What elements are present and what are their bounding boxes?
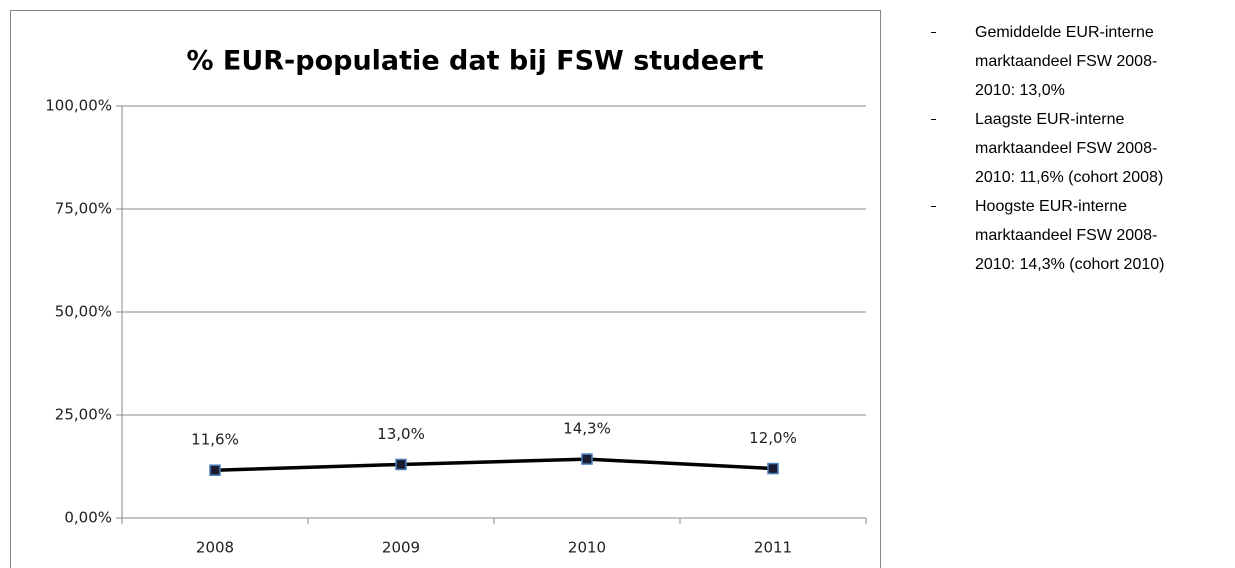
note-text: Gemiddelde EUR-interne marktaandeel FSW … [975,24,1158,99]
bullet-dash [931,119,936,120]
x-tick-label: 2010 [568,539,606,557]
bullet-dash [931,32,936,33]
chart-title: % EUR-populatie dat bij FSW studeert [186,46,763,77]
data-line [214,457,774,472]
y-tick-label: 75,00% [55,200,112,218]
data-label: 11,6% [191,431,239,449]
data-marker [395,458,407,471]
y-tick-label: 0,00% [64,509,112,527]
x-tick-label: 2009 [382,539,420,557]
data-label: 14,3% [563,420,611,438]
y-tick-label: 50,00% [55,303,112,321]
note: Gemiddelde EUR-interne marktaandeel FSW … [925,18,1187,105]
y-tick-label: 25,00% [55,406,112,424]
bullet-dash [931,206,936,207]
data-marker [581,453,593,465]
note-text: Hoogste EUR-interne marktaandeel FSW 200… [975,198,1165,273]
data-marker [767,462,779,475]
data-label: 13,0% [377,425,425,443]
note-text: Laagste EUR-interne marktaandeel FSW 200… [975,111,1164,186]
chart-border [10,10,881,568]
chart: % EUR-populatie dat bij FSW studeert 0,0… [10,10,881,568]
note: Hoogste EUR-interne marktaandeel FSW 200… [925,192,1187,279]
x-tick-label: 2008 [196,539,234,557]
note: Laagste EUR-interne marktaandeel FSW 200… [925,105,1187,192]
data-marker [209,464,221,476]
x-tick-label: 2011 [754,539,792,557]
data-label: 12,0% [749,429,797,447]
notes: Gemiddelde EUR-interne marktaandeel FSW … [925,18,1187,279]
y-tick-label: 100,00% [45,97,112,115]
